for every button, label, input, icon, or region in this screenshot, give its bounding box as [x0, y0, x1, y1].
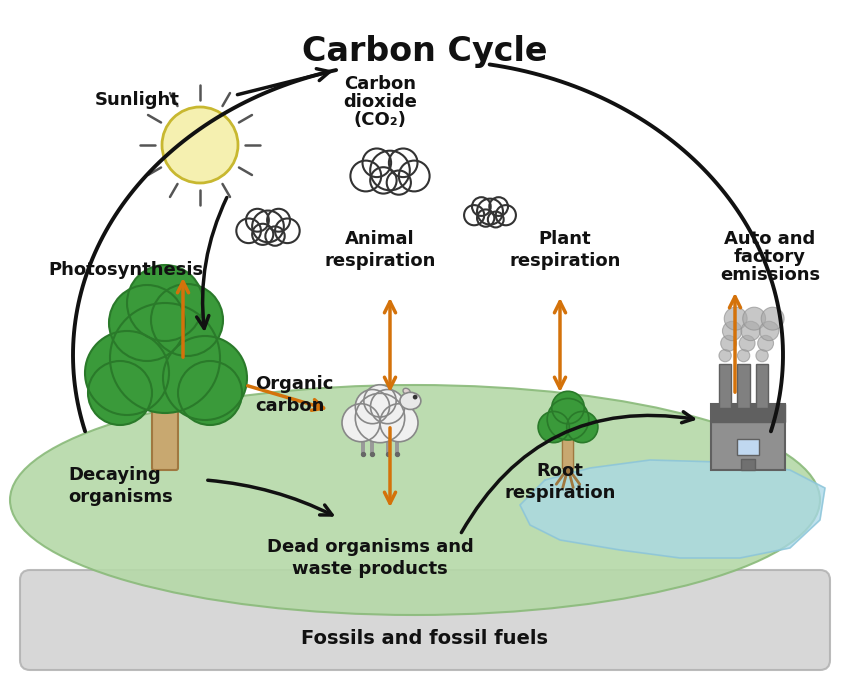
- Circle shape: [538, 411, 570, 443]
- Circle shape: [267, 209, 290, 232]
- Text: (CO₂): (CO₂): [354, 111, 406, 129]
- FancyBboxPatch shape: [152, 386, 178, 470]
- Text: factory: factory: [734, 248, 806, 266]
- Bar: [756, 364, 768, 409]
- Circle shape: [127, 265, 203, 341]
- Bar: [719, 364, 731, 409]
- Circle shape: [355, 394, 405, 443]
- Circle shape: [252, 224, 274, 245]
- Bar: [738, 439, 758, 455]
- Circle shape: [178, 361, 242, 425]
- Circle shape: [355, 390, 389, 424]
- Bar: [741, 460, 755, 470]
- Circle shape: [364, 385, 396, 417]
- Circle shape: [252, 210, 284, 242]
- Circle shape: [719, 349, 731, 362]
- Circle shape: [371, 168, 397, 193]
- Circle shape: [342, 404, 380, 442]
- Circle shape: [151, 284, 223, 356]
- Text: Root
respiration: Root respiration: [504, 462, 615, 502]
- Circle shape: [490, 197, 508, 216]
- Circle shape: [399, 161, 429, 191]
- Text: Photosynthesis: Photosynthesis: [48, 261, 203, 279]
- Circle shape: [246, 209, 269, 232]
- Text: Carbon Cycle: Carbon Cycle: [303, 35, 547, 68]
- Circle shape: [109, 285, 185, 361]
- Circle shape: [721, 335, 737, 351]
- Circle shape: [265, 226, 285, 246]
- Text: Dead organisms and
waste products: Dead organisms and waste products: [267, 538, 473, 578]
- Circle shape: [387, 170, 411, 195]
- FancyBboxPatch shape: [563, 431, 574, 469]
- Circle shape: [740, 335, 755, 351]
- Circle shape: [371, 151, 410, 190]
- Circle shape: [389, 148, 417, 177]
- FancyBboxPatch shape: [20, 570, 830, 670]
- Polygon shape: [520, 460, 825, 558]
- Circle shape: [162, 107, 238, 183]
- Text: Decaying
organisms: Decaying organisms: [68, 466, 173, 506]
- Circle shape: [552, 392, 584, 424]
- Circle shape: [85, 331, 169, 415]
- Circle shape: [362, 148, 391, 177]
- Text: Animal
respiration: Animal respiration: [325, 229, 436, 270]
- Bar: [711, 404, 785, 470]
- Text: Plant
respiration: Plant respiration: [509, 229, 620, 270]
- Circle shape: [743, 307, 766, 330]
- Ellipse shape: [403, 388, 411, 394]
- Text: Fossils and fossil fuels: Fossils and fossil fuels: [302, 629, 548, 648]
- Circle shape: [762, 307, 784, 330]
- Circle shape: [413, 395, 417, 400]
- Circle shape: [477, 210, 495, 227]
- Circle shape: [88, 361, 152, 425]
- Circle shape: [371, 390, 405, 424]
- Text: Sunlight: Sunlight: [95, 91, 180, 109]
- Circle shape: [350, 161, 381, 191]
- Circle shape: [110, 303, 220, 413]
- Text: Carbon: Carbon: [344, 75, 416, 93]
- Circle shape: [380, 404, 418, 442]
- Circle shape: [722, 321, 742, 340]
- Circle shape: [547, 398, 589, 440]
- Bar: [711, 404, 785, 422]
- Ellipse shape: [400, 392, 421, 409]
- Text: Organic
carbon: Organic carbon: [255, 375, 333, 415]
- Circle shape: [567, 411, 598, 443]
- Bar: [738, 364, 750, 409]
- Circle shape: [756, 349, 768, 362]
- Circle shape: [741, 321, 760, 340]
- Circle shape: [275, 219, 300, 243]
- Circle shape: [477, 199, 503, 225]
- Circle shape: [757, 335, 774, 351]
- Circle shape: [163, 336, 247, 420]
- Circle shape: [759, 321, 779, 340]
- Text: Auto and: Auto and: [724, 230, 816, 248]
- Circle shape: [724, 307, 747, 330]
- Circle shape: [236, 219, 261, 243]
- Ellipse shape: [10, 385, 820, 615]
- Circle shape: [472, 197, 490, 216]
- Text: emissions: emissions: [720, 266, 820, 284]
- Circle shape: [488, 212, 504, 227]
- Circle shape: [738, 349, 750, 362]
- Circle shape: [464, 205, 484, 225]
- Circle shape: [496, 205, 516, 225]
- Text: dioxide: dioxide: [343, 93, 417, 111]
